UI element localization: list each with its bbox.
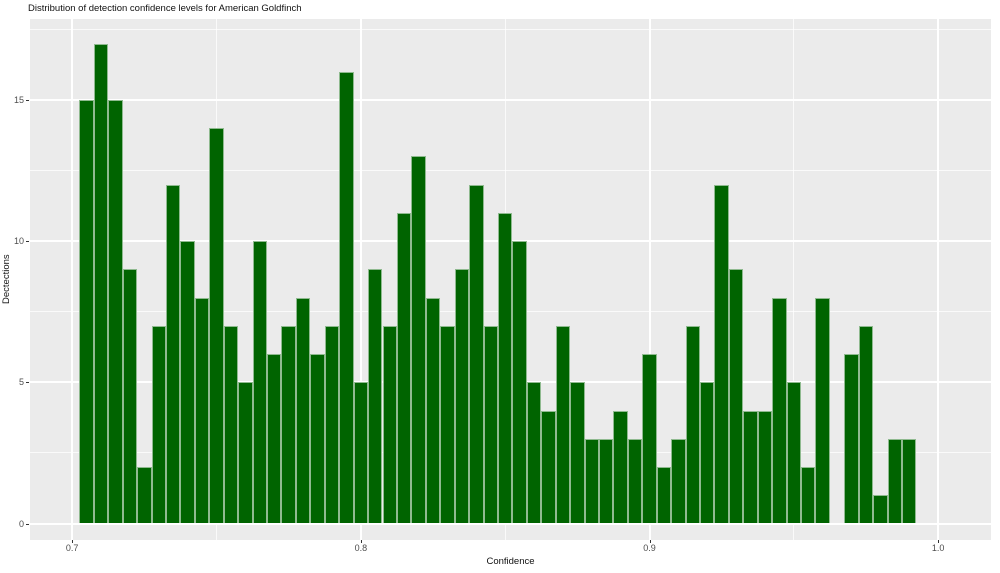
- histogram-bar: [353, 382, 369, 524]
- histogram-bar: [151, 325, 166, 524]
- histogram-bar: [238, 382, 253, 524]
- y-minor-gridline: [30, 170, 991, 172]
- histogram-bar: [483, 325, 498, 524]
- x-major-gridline: [359, 19, 362, 540]
- histogram-bar: [396, 212, 412, 524]
- y-tick-mark: [26, 382, 29, 384]
- y-minor-gridline: [30, 28, 991, 30]
- histogram-bar: [223, 325, 239, 524]
- y-tick-label: 10: [13, 236, 24, 247]
- histogram-bar: [339, 71, 354, 524]
- histogram-bar: [627, 438, 643, 524]
- chart-title: Distribution of detection confidence lev…: [28, 3, 302, 14]
- y-tick-label: 5: [18, 377, 24, 388]
- x-minor-gridline: [793, 19, 795, 540]
- y-tick-mark: [26, 241, 29, 243]
- histogram-bar: [541, 410, 556, 524]
- y-tick-mark: [26, 99, 29, 101]
- x-tick-label: 0.9: [643, 543, 656, 553]
- x-tick-label: 1.0: [931, 543, 945, 553]
- x-axis-title: Confidence: [486, 556, 535, 567]
- histogram-bar: [497, 212, 513, 524]
- histogram-bar: [656, 467, 672, 524]
- x-major-gridline: [937, 19, 940, 540]
- plot-panel: [30, 19, 991, 540]
- x-major-gridline: [648, 19, 651, 540]
- histogram-bar: [786, 382, 802, 524]
- x-tick-mark: [938, 540, 940, 543]
- histogram-bar: [757, 410, 773, 524]
- histogram-bar: [180, 241, 195, 524]
- x-tick-label: 0.8: [354, 543, 368, 553]
- histogram-bar: [440, 325, 455, 524]
- histogram-bar: [295, 297, 311, 524]
- x-major-gridline: [71, 19, 74, 540]
- y-major-gridline: [30, 98, 991, 101]
- histogram-bar: [613, 410, 628, 524]
- histogram-bar: [368, 269, 383, 524]
- histogram-bar: [79, 99, 94, 524]
- histogram-bar: [526, 382, 542, 524]
- histogram-bar: [598, 438, 614, 524]
- histogram-bar: [382, 325, 397, 524]
- histogram-bar: [555, 325, 571, 524]
- histogram-bar: [324, 325, 340, 524]
- histogram-bar: [858, 325, 874, 524]
- histogram-bar: [425, 297, 441, 524]
- histogram-bar: [801, 467, 816, 524]
- histogram-bar: [310, 354, 325, 524]
- histogram-bar: [584, 438, 599, 524]
- histogram-bar: [887, 438, 903, 524]
- x-tick-mark: [649, 540, 651, 543]
- x-tick-mark: [72, 540, 74, 543]
- histogram-bar: [844, 354, 859, 524]
- histogram-bar: [469, 184, 484, 524]
- histogram-bar: [815, 297, 830, 524]
- x-tick-mark: [360, 540, 362, 543]
- histogram-bar: [267, 354, 282, 524]
- histogram-bar: [642, 354, 657, 524]
- histogram-bar: [873, 495, 888, 524]
- histogram-bar: [411, 156, 426, 524]
- histogram-bar: [122, 269, 138, 524]
- histogram-bar: [454, 269, 470, 524]
- histogram-bar: [700, 382, 715, 524]
- histogram-bar: [281, 325, 296, 524]
- histogram-bar: [714, 184, 729, 524]
- histogram-bar: [772, 297, 787, 524]
- histogram-bar: [902, 438, 917, 524]
- histogram-bar: [93, 43, 109, 524]
- histogram-bar: [743, 410, 758, 524]
- histogram-bar: [685, 325, 700, 524]
- y-tick-label: 0: [18, 518, 24, 529]
- histogram-bar: [512, 241, 527, 524]
- y-tick-label: 15: [13, 94, 24, 105]
- histogram-bar: [252, 241, 268, 524]
- y-tick-mark: [26, 523, 29, 525]
- histogram-bar: [671, 438, 686, 524]
- histogram-bar: [108, 99, 123, 524]
- x-tick-label: 0.7: [65, 543, 79, 553]
- histogram-bar: [194, 297, 210, 524]
- y-major-gridline: [30, 522, 991, 525]
- histogram-bar: [166, 184, 181, 524]
- histogram-bar: [137, 467, 152, 524]
- histogram-bar: [209, 128, 224, 524]
- histogram-bar: [570, 382, 585, 524]
- histogram-bar: [728, 269, 744, 524]
